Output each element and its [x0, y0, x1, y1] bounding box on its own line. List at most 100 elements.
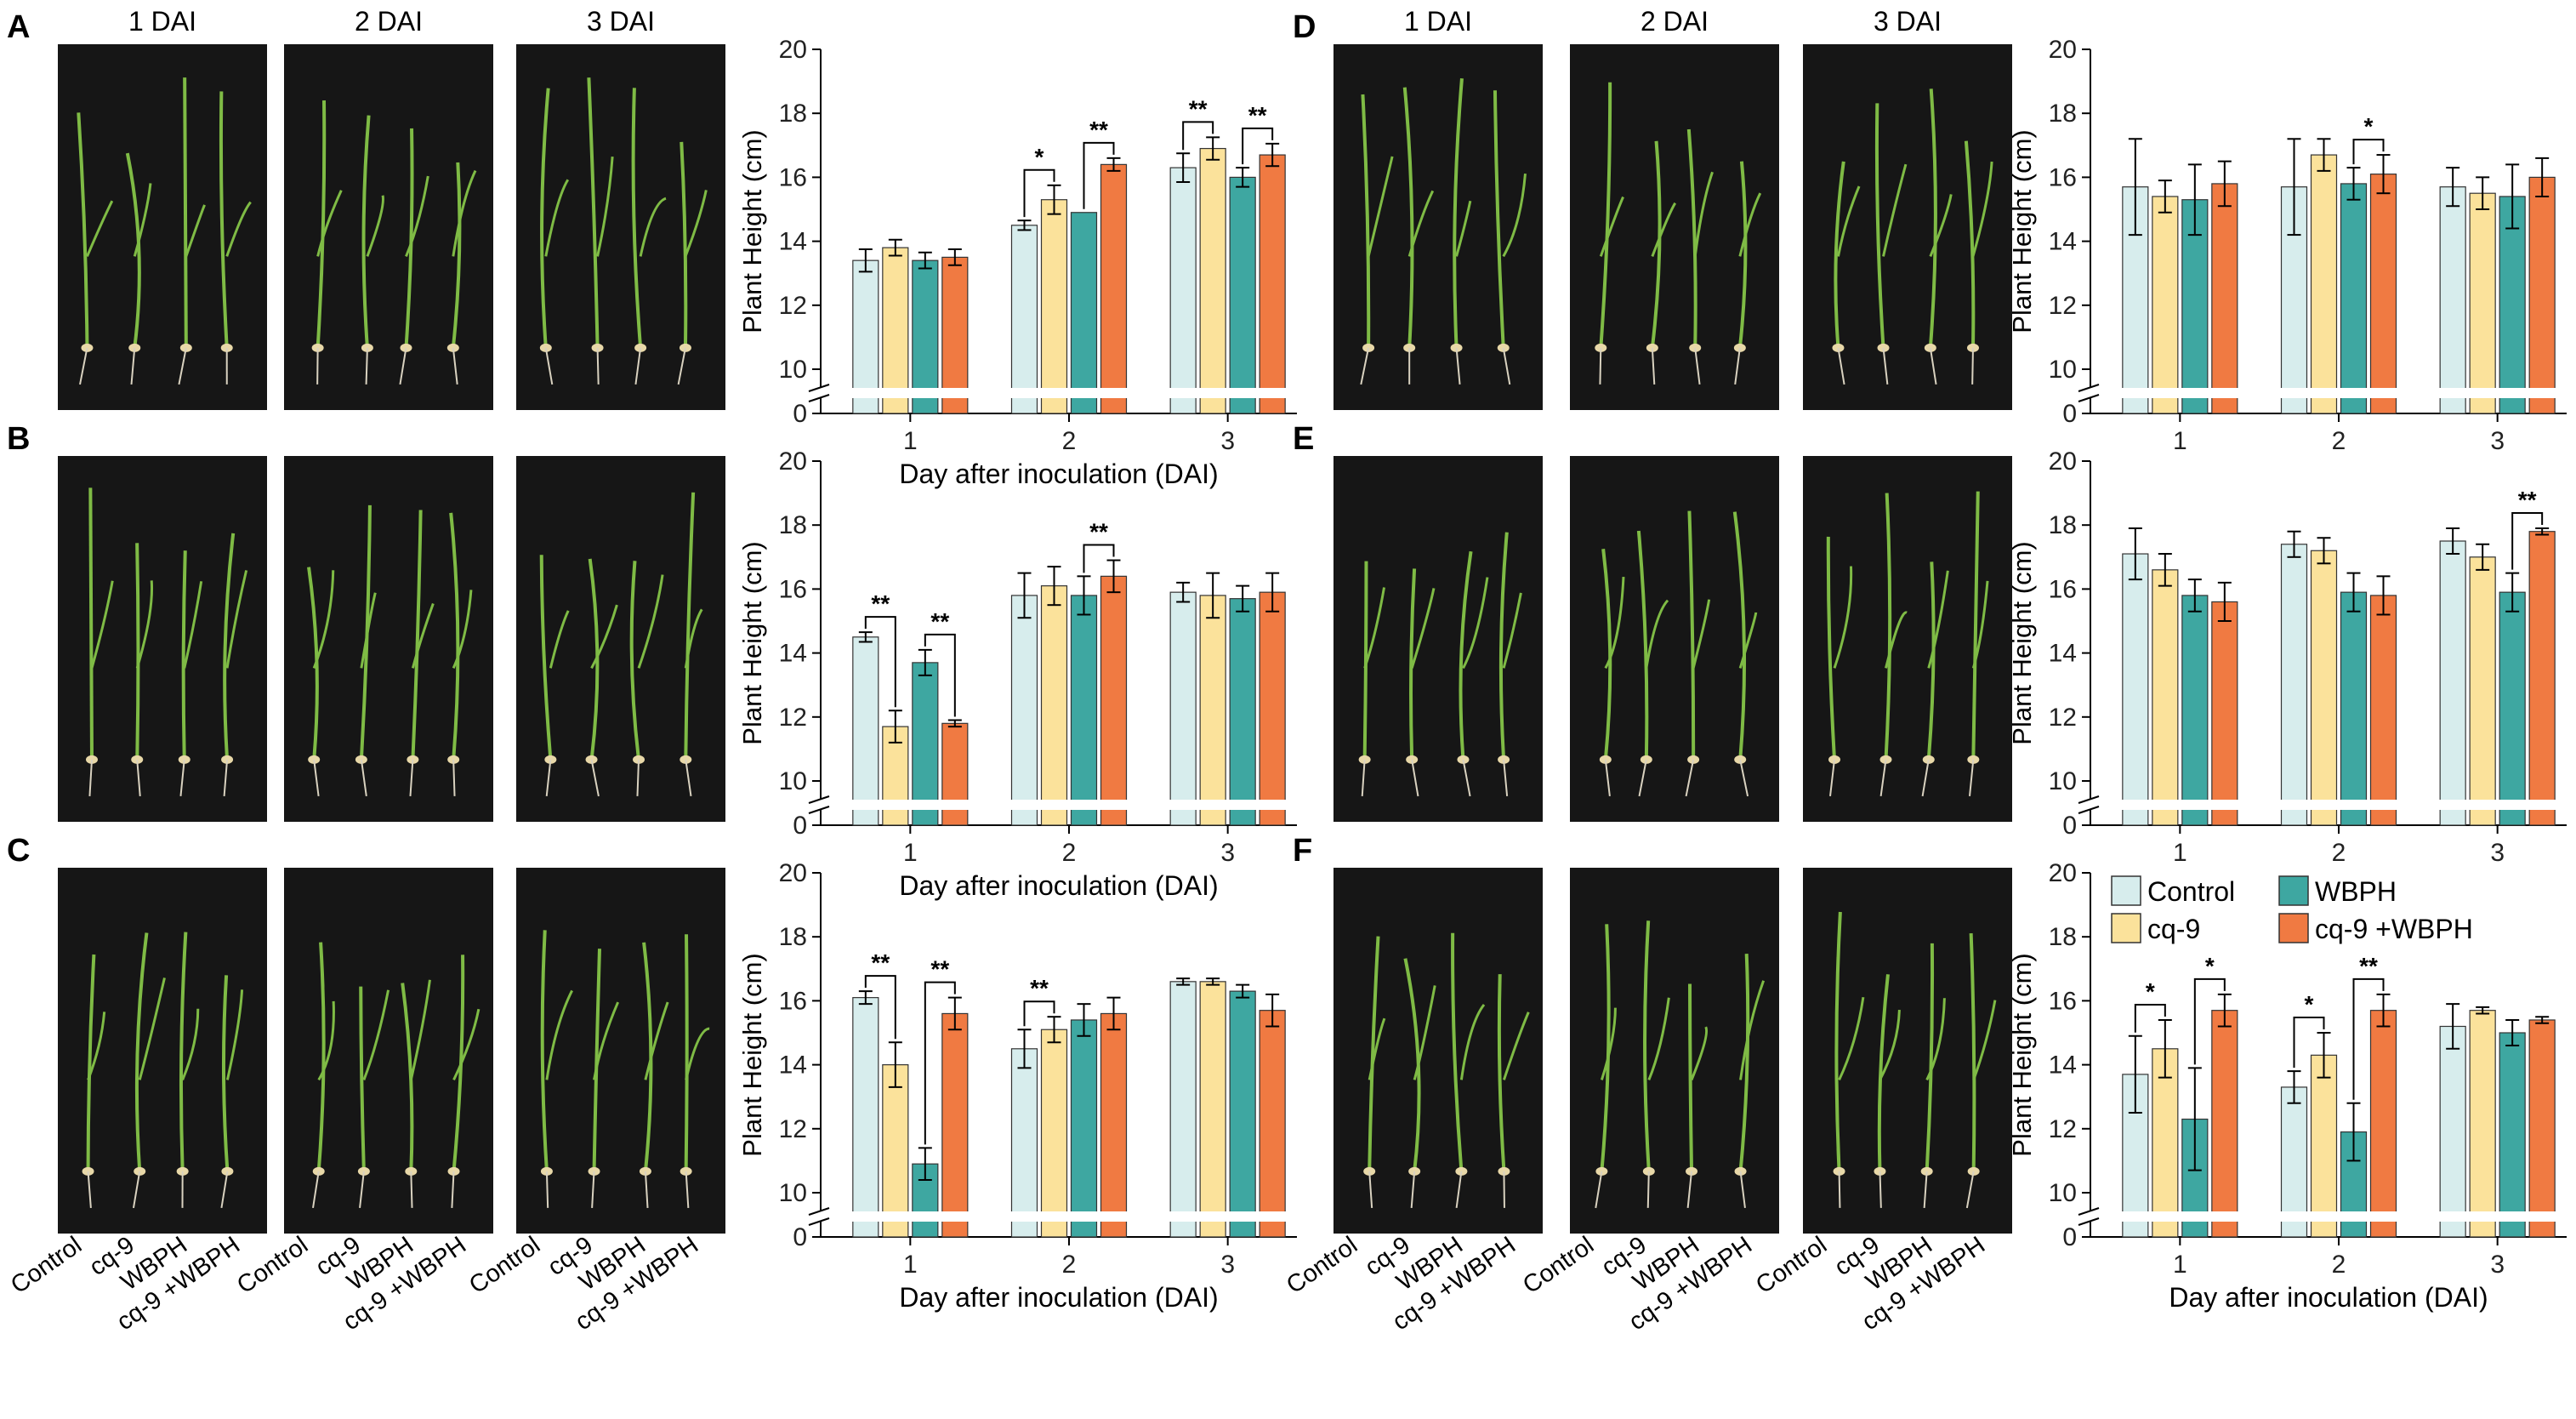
x-tick-label: 3 [1220, 427, 1235, 455]
y-tick-label: 0 [793, 1223, 807, 1251]
significance-label: ** [930, 608, 949, 635]
bar-B-cq-9-day2 [1040, 585, 1068, 826]
seedling-photo-D-day3 [1803, 44, 2012, 410]
bar-C-cq-9 +WBPH-day3 [1259, 1010, 1286, 1238]
panel-label-D: D [1293, 9, 1316, 45]
x-tick-label: 1 [2173, 1251, 2187, 1279]
bar-B-cq-9 +WBPH-day1 [941, 722, 969, 826]
bar-F-cq-9-day3 [2469, 1010, 2496, 1238]
significance-label: ** [1089, 519, 1108, 545]
x-tick-label: 2 [1062, 427, 1077, 455]
bar-A-cq-9-day1 [882, 247, 909, 414]
bar-E-cq-9 +WBPH-day3 [2528, 531, 2556, 826]
bar-C-WBPH-day2 [1070, 1019, 1098, 1238]
significance-label: * [2146, 978, 2155, 1005]
axis-break-mark [808, 384, 830, 392]
y-tick-label: 14 [2049, 1051, 2077, 1080]
significance-bracket [864, 975, 896, 1040]
x-tick-label: 3 [2490, 1251, 2505, 1279]
x-tick-label: 1 [2173, 427, 2187, 455]
significance-bracket [2293, 1017, 2325, 1069]
significance-label: ** [2518, 487, 2537, 513]
bar-B-Control-day1 [852, 636, 879, 826]
x-tick-label: 2 [2332, 839, 2346, 867]
x-axis-label: Day after inoculation (DAI) [899, 459, 1218, 489]
x-axis-label: Day after inoculation (DAI) [899, 870, 1218, 901]
axis-break [809, 800, 1302, 810]
legend-swatch [2278, 913, 2309, 943]
bar-A-Control-day2 [1010, 225, 1038, 414]
significance-bracket [1182, 121, 1214, 151]
seedling-photo-F-day2 [1570, 868, 1779, 1234]
y-tick-label: 10 [779, 1179, 807, 1207]
treatment-label: Control [6, 1232, 87, 1300]
bar-D-cq-9 +WBPH-day1 [2211, 183, 2238, 414]
bar-E-WBPH-day2 [2340, 591, 2368, 826]
bar-F-cq-9 +WBPH-day2 [2369, 1010, 2397, 1238]
significance-label: ** [1089, 117, 1108, 143]
bar-B-Control-day3 [1169, 591, 1197, 826]
bar-A-Control-day3 [1169, 167, 1197, 414]
bar-F-WBPH-day3 [2499, 1032, 2526, 1238]
x-tick-label: 3 [1220, 1251, 1235, 1279]
bar-D-cq-9 +WBPH-day3 [2528, 176, 2556, 414]
dai-header-right-3: 3 DAI [1874, 6, 1942, 37]
bar-B-cq-9 +WBPH-day2 [1100, 575, 1128, 826]
significance-label: ** [2359, 953, 2378, 979]
x-tick-label: 1 [903, 1251, 918, 1279]
bar-E-WBPH-day1 [2181, 595, 2209, 826]
y-tick-label: 12 [2049, 704, 2077, 732]
dai-header-left-3: 3 DAI [587, 6, 655, 37]
y-axis-label: Plant Height (cm) [2007, 541, 2037, 744]
seedling-photo-F-day3 [1803, 868, 2012, 1234]
y-tick-label: 18 [779, 923, 807, 951]
y-axis-label: Plant Height (cm) [737, 129, 767, 333]
axis-break-mark [2078, 795, 2100, 804]
axis-break [809, 1211, 1302, 1222]
axis-break-mark [2078, 1207, 2100, 1216]
legend-label: WBPH [2315, 876, 2397, 907]
bar-E-WBPH-day3 [2499, 591, 2526, 826]
bar-F-cq-9 +WBPH-day1 [2211, 1010, 2238, 1238]
y-tick-label: 18 [2049, 511, 2077, 539]
seedling-photo-D-day2 [1570, 44, 1779, 410]
seedling-photo-A-day2 [284, 44, 493, 410]
axis-break [2078, 1211, 2572, 1222]
significance-bracket [1023, 1000, 1055, 1027]
x-tick-label: 3 [1220, 839, 1235, 867]
y-tick-label: 10 [2049, 1179, 2077, 1207]
y-tick-label: 14 [2049, 228, 2077, 256]
y-tick-label: 12 [779, 292, 807, 320]
legend-swatch [2111, 913, 2141, 943]
y-tick-label: 20 [779, 447, 807, 476]
dai-header-right-1: 1 DAI [1404, 6, 1472, 37]
bar-C-cq-9-day1 [882, 1063, 909, 1238]
significance-bracket [1083, 141, 1115, 209]
y-tick-label: 20 [2049, 36, 2077, 64]
bar-C-cq-9 +WBPH-day1 [941, 1012, 969, 1238]
y-tick-label: 20 [2049, 447, 2077, 476]
axis-break-mark [808, 1217, 830, 1226]
bar-E-Control-day3 [2439, 540, 2466, 826]
seedling-photo-B-day1 [58, 456, 267, 822]
significance-bracket [2352, 139, 2385, 165]
significance-label: ** [871, 949, 890, 976]
seedling-photo-F-day1 [1333, 868, 1543, 1234]
seedling-photo-E-day3 [1803, 456, 2012, 822]
y-tick-label: 10 [779, 356, 807, 384]
seedling-photo-B-day3 [516, 456, 725, 822]
significance-label: ** [1030, 975, 1049, 1001]
axis-break-mark [2078, 1217, 2100, 1226]
seedling-photo-E-day1 [1333, 456, 1543, 822]
legend-swatch [2111, 875, 2141, 906]
bar-B-WBPH-day3 [1229, 598, 1256, 826]
panel-label-F: F [1293, 833, 1312, 869]
bar-C-cq-9 +WBPH-day2 [1100, 1012, 1128, 1238]
significance-label: ** [930, 956, 949, 983]
seedling-photo-A-day3 [516, 44, 725, 410]
dai-header-left-2: 2 DAI [355, 6, 423, 37]
significance-label: * [2364, 113, 2374, 140]
legend-label: cq-9 [2147, 914, 2200, 944]
